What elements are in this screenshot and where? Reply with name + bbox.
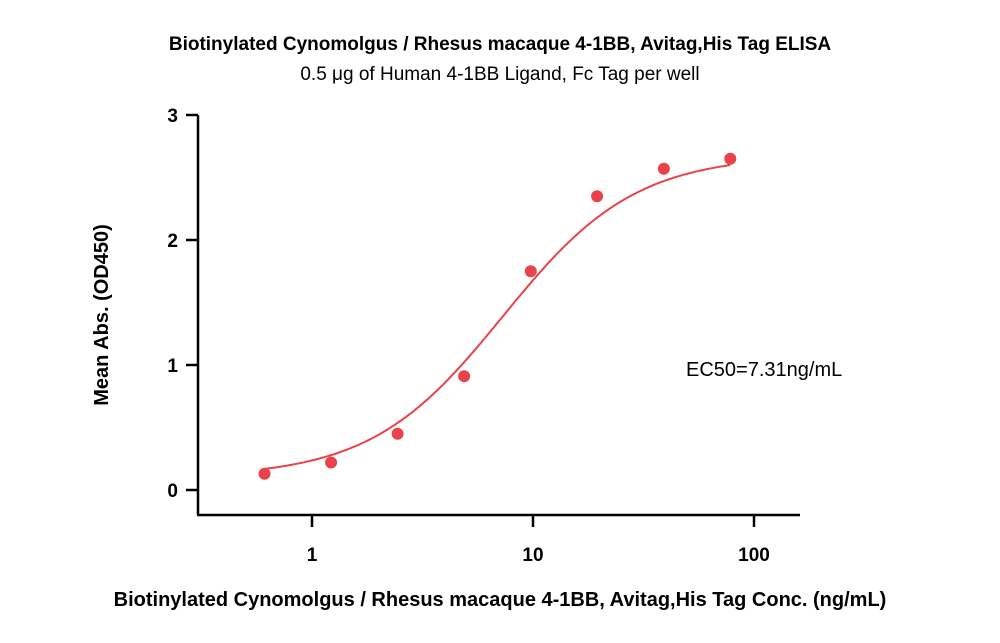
data-point	[325, 456, 338, 469]
data-point	[591, 190, 604, 203]
y-tick-label: 3	[167, 106, 178, 127]
data-point	[458, 370, 471, 383]
ec50-annotation: EC50=7.31ng/mL	[686, 359, 842, 381]
data-point	[524, 265, 537, 278]
x-tick-label: 10	[522, 545, 543, 566]
x-tick-label: 1	[307, 545, 318, 566]
y-tick-label: 0	[167, 481, 178, 502]
x-tick-label: 100	[738, 545, 770, 566]
y-axis-title: Mean Abs. (OD450)	[91, 224, 113, 406]
x-axis-title: Biotinylated Cynomolgus / Rhesus macaque…	[114, 589, 887, 611]
y-tick-label: 1	[167, 356, 178, 377]
chart-title: Biotinylated Cynomolgus / Rhesus macaque…	[168, 34, 832, 55]
data-point	[391, 427, 404, 440]
chart-subtitle: 0.5 μg of Human 4-1BB Ligand, Fc Tag per…	[300, 64, 700, 85]
y-tick-label: 2	[167, 231, 178, 252]
data-point	[657, 162, 670, 175]
fit-curve	[264, 164, 731, 470]
data-point	[724, 152, 737, 165]
data-point	[258, 467, 271, 480]
